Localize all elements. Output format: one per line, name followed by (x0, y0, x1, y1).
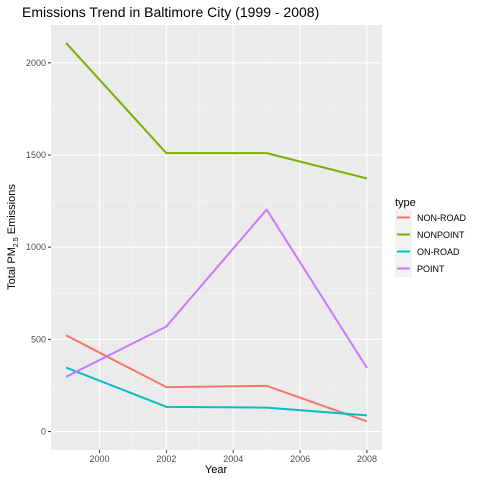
chart-title: Emissions Trend in Baltimore City (1999 … (22, 4, 319, 20)
y-tick-label: 1500 (26, 150, 46, 160)
legend: type NON-ROAD NONPOINT ON-ROAD POINT (395, 197, 466, 277)
x-axis: 2000 2002 2004 2006 2008 (89, 450, 377, 464)
legend-label-non-road: NON-ROAD (417, 213, 466, 223)
y-axis-title-rest: Emissions (6, 184, 18, 238)
y-tick-label: 500 (31, 334, 46, 344)
y-tick-label: 2000 (26, 58, 46, 68)
legend-label-point: POINT (417, 264, 445, 274)
y-tick-label: 0 (41, 427, 46, 437)
legend-title: type (395, 197, 416, 209)
x-tick-label: 2008 (357, 454, 377, 464)
x-tick-label: 2006 (290, 454, 310, 464)
y-axis-title-subscript: 2.5 (13, 237, 20, 247)
legend-label-on-road: ON-ROAD (417, 247, 460, 257)
x-axis-title: Year (205, 464, 228, 476)
y-axis: 0 500 1000 1500 2000 (26, 58, 51, 437)
x-tick-label: 2000 (89, 454, 109, 464)
legend-label-nonpoint: NONPOINT (417, 230, 465, 240)
x-tick-label: 2004 (223, 454, 243, 464)
y-axis-title-main: Total PM (6, 247, 18, 290)
x-tick-label: 2002 (156, 454, 176, 464)
y-tick-label: 1000 (26, 242, 46, 252)
y-axis-title: Total PM2.5 Emissions (6, 184, 20, 290)
